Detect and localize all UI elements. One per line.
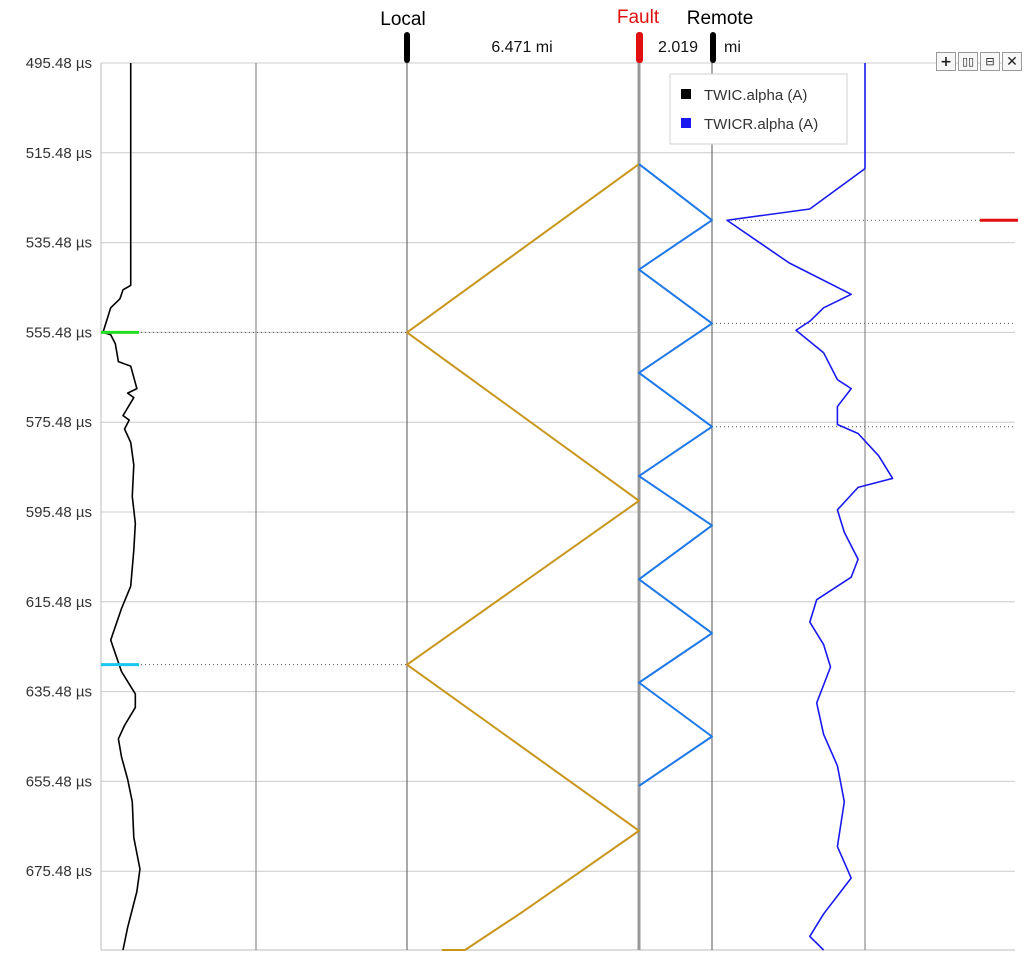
y-tick-label: 655.48 µs [26, 773, 92, 790]
legend-box [669, 73, 848, 145]
y-tick-label: 595.48 µs [26, 504, 92, 521]
y-tick-label: 535.48 µs [26, 235, 92, 252]
legend-swatch-1 [681, 118, 691, 128]
y-axis-ticks: 495.48 µs 515.48 µs 535.48 µs 555.48 µs 575.… [26, 55, 92, 880]
grid-lines [100, 62, 1015, 951]
marker-fault-handle[interactable] [636, 32, 643, 63]
marker-local-label: Local [380, 9, 425, 30]
series-line-1 [726, 63, 894, 951]
series-line-3 [638, 163, 713, 787]
marker-local[interactable]: Local [380, 9, 426, 63]
series-lines [102, 63, 894, 951]
marker-local-handle[interactable] [404, 32, 410, 63]
marker-fault[interactable]: Fault [617, 7, 660, 63]
reference-lines [101, 219, 1015, 666]
split-horizontal-button[interactable]: ▯▯ [958, 52, 978, 71]
marker-remote[interactable]: Remote [687, 8, 754, 63]
legend-swatch-0 [681, 89, 691, 99]
series-line-2 [406, 163, 640, 951]
legend-label-1: TWICR.alpha (A) [704, 116, 818, 133]
split-vertical-button[interactable]: ⊟ [980, 52, 1000, 71]
distance-fault-remote-unit: mi [724, 39, 741, 56]
y-tick-label: 675.48 µs [26, 863, 92, 880]
marker-remote-handle[interactable] [710, 32, 716, 63]
close-icon: ✕ [1006, 53, 1018, 70]
zoom-in-button[interactable]: + [936, 52, 956, 71]
vertical-lines [255, 63, 866, 950]
chart-toolbar: + ▯▯ ⊟ ✕ [936, 52, 1024, 71]
rows-icon: ⊟ [985, 55, 995, 68]
y-tick-label: 555.48 µs [26, 324, 92, 341]
series-marks [101, 218, 1018, 667]
y-tick-label: 575.48 µs [26, 414, 92, 431]
distance-local-fault: 6.471 mi [491, 39, 552, 56]
legend: TWIC.alpha (A) TWICR.alpha (A) [669, 73, 848, 145]
close-button[interactable]: ✕ [1002, 52, 1022, 71]
legend-label-0: TWIC.alpha (A) [704, 87, 807, 104]
series-line-0 [102, 63, 141, 951]
y-tick-label: 615.48 µs [26, 594, 92, 611]
plus-icon: + [940, 53, 952, 70]
marker-fault-label: Fault [617, 7, 660, 28]
columns-icon: ▯▯ [961, 55, 975, 68]
distance-fault-remote-value: 2.019 [658, 39, 698, 56]
y-tick-label: 515.48 µs [26, 145, 92, 162]
y-tick-label: 495.48 µs [26, 55, 92, 72]
y-tick-label: 635.48 µs [26, 684, 92, 701]
marker-remote-label: Remote [687, 8, 754, 29]
